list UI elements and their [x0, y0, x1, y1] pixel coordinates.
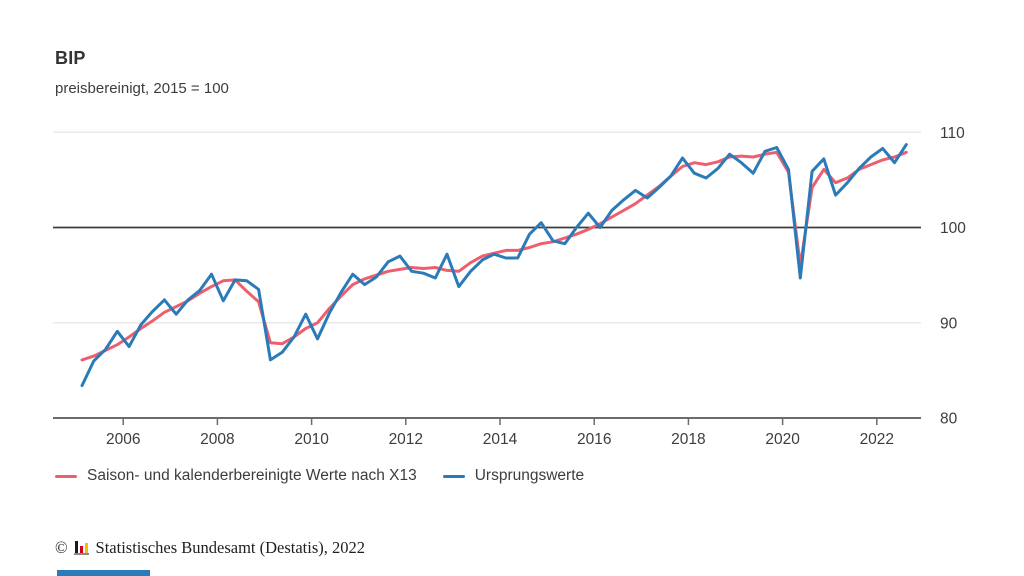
svg-text:90: 90 [940, 315, 958, 332]
chart-legend: Saison- und kalenderbereinigte Werte nac… [55, 467, 584, 485]
legend-item-label: Ursprungswerte [474, 467, 585, 484]
legend-item-label: Saison- und kalenderbereinigte Werte nac… [87, 467, 417, 484]
legend-item-adjusted: Saison- und kalenderbereinigte Werte nac… [55, 467, 417, 485]
svg-text:2006: 2006 [106, 431, 140, 448]
partial-blue-element [57, 570, 150, 576]
red-line-swatch-icon [55, 474, 77, 478]
svg-text:2010: 2010 [294, 431, 329, 448]
svg-text:2018: 2018 [671, 431, 705, 448]
destatis-logo-icon [73, 541, 89, 555]
source-attribution: © Statistisches Bundesamt (Destatis), 20… [55, 538, 365, 558]
page-title: BIP [55, 48, 86, 68]
blue-line-swatch-icon [442, 474, 465, 478]
chart-subtitle: preisbereinigt, 2015 = 100 [55, 80, 229, 97]
svg-text:2008: 2008 [200, 431, 234, 448]
svg-text:2012: 2012 [389, 431, 423, 448]
svg-text:2020: 2020 [765, 431, 800, 448]
svg-text:2016: 2016 [577, 431, 611, 448]
svg-text:2022: 2022 [860, 431, 894, 448]
svg-text:2014: 2014 [483, 431, 518, 448]
source-text: Statistisches Bundesamt (Destatis), 2022 [95, 538, 366, 557]
svg-text:80: 80 [940, 411, 958, 428]
legend-item-original: Ursprungswerte [442, 467, 585, 485]
svg-text:110: 110 [940, 125, 965, 142]
copyright-symbol: © [55, 538, 68, 557]
svg-text:100: 100 [940, 220, 966, 237]
